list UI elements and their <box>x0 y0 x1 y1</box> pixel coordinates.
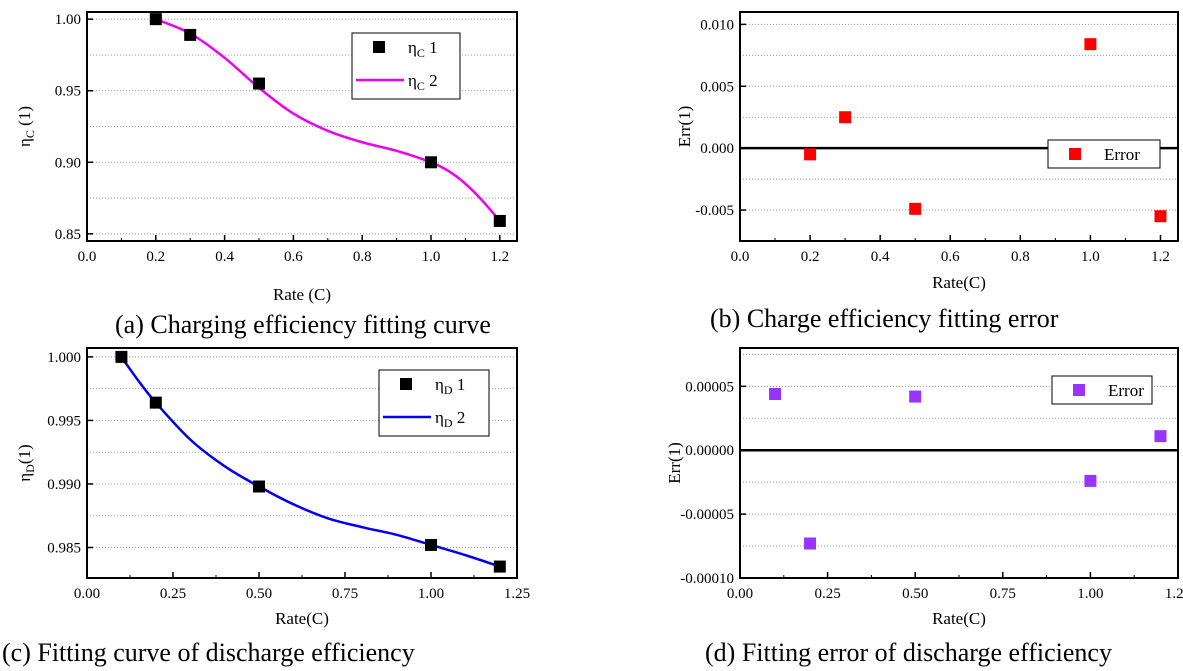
data-point <box>839 111 852 124</box>
data-point <box>184 28 197 41</box>
y-tick-label: 1.000 <box>47 350 81 366</box>
x-tick-label: 0.4 <box>215 249 234 265</box>
y-tick-label: 0.990 <box>47 477 81 493</box>
x-axis-label: Rate(C) <box>932 609 986 628</box>
legend-label: ηC 2 <box>408 71 438 93</box>
data-point <box>909 202 922 215</box>
fit-curve <box>155 17 501 222</box>
data-point <box>425 156 437 169</box>
x-tick-label: 0.75 <box>990 586 1016 602</box>
legend-box <box>351 32 461 100</box>
legend-box <box>1047 139 1161 169</box>
legend-marker <box>1069 148 1081 160</box>
x-axis-label: Rate (C) <box>273 285 331 304</box>
y-tick-label: 0.985 <box>47 541 81 557</box>
data-point <box>493 214 506 227</box>
x-tick-label: 0.6 <box>941 249 960 265</box>
y-tick-label: 0.000 <box>700 141 734 157</box>
y-tick-label: 0.995 <box>47 413 81 429</box>
x-tick-label: 1.00 <box>1077 586 1103 602</box>
data-point <box>493 560 506 573</box>
x-tick-label: 1.0 <box>1081 249 1100 265</box>
legend-marker <box>1073 384 1085 396</box>
y-tick-label: 0.00005 <box>685 379 734 395</box>
y-axis-label: Err(1) <box>665 442 684 484</box>
data-point <box>149 13 162 26</box>
y-tick-label: 0.90 <box>55 155 81 171</box>
x-tick-label: 0.25 <box>160 586 186 602</box>
y-tick-label: -0.00005 <box>680 507 734 523</box>
caption-b: (b) Charge efficiency fitting error <box>710 304 1059 333</box>
y-axis-label: Err(1) <box>675 106 694 148</box>
x-tick-label: 0.6 <box>284 249 303 265</box>
x-axis-label: Rate(C) <box>275 609 329 628</box>
data-point <box>149 396 162 409</box>
x-tick-label: 0.2 <box>146 249 165 265</box>
data-point <box>804 148 817 161</box>
x-tick-label: 0.0 <box>731 249 750 265</box>
y-tick-label: -0.005 <box>695 203 734 219</box>
y-tick-label: 0.95 <box>55 84 81 100</box>
plot-frame <box>739 11 1179 242</box>
legend-marker <box>373 41 385 53</box>
caption-d: (d) Fitting error of discharge efficienc… <box>705 638 1112 667</box>
x-axis-label: Rate(C) <box>932 273 986 292</box>
y-tick-label: 0.00000 <box>685 443 734 459</box>
data-point <box>1154 430 1167 443</box>
x-tick-label: 0.00 <box>74 586 100 602</box>
x-tick-label: 1.25 <box>504 586 530 602</box>
data-point <box>253 480 265 493</box>
legend-box <box>1051 375 1153 405</box>
data-point <box>425 538 437 551</box>
x-tick-label: 1.0 <box>422 249 441 265</box>
legend-box <box>378 369 490 437</box>
x-tick-label: 0.2 <box>801 249 820 265</box>
x-tick-label: 0.8 <box>353 249 372 265</box>
y-axis-label: ηD(1) <box>15 444 37 481</box>
y-tick-label: 0.010 <box>700 17 734 33</box>
data-point <box>804 537 817 550</box>
y-tick-label: 0.85 <box>55 227 81 243</box>
x-tick-label: 0.50 <box>902 586 928 602</box>
data-point <box>1084 38 1097 51</box>
legend-label: ηD 1 <box>435 375 465 397</box>
plot-frame <box>86 11 518 242</box>
y-tick-label: 0.005 <box>700 79 734 95</box>
data-point <box>769 388 782 400</box>
x-tick-label: 0.50 <box>246 586 272 602</box>
x-tick-label: 0.4 <box>871 249 890 265</box>
x-tick-label: 1.2 <box>1151 249 1170 265</box>
legend-label: ηD 2 <box>435 408 465 430</box>
y-axis-label: ηC (1) <box>15 106 37 147</box>
data-point <box>1154 210 1167 223</box>
data-point <box>1084 474 1097 487</box>
x-tick-label: 0.8 <box>1011 249 1030 265</box>
legend-label: Error <box>1108 381 1144 400</box>
x-tick-label: 1.25 <box>1165 586 1183 602</box>
y-tick-label: 1.00 <box>55 12 81 28</box>
y-tick-label: -0.00010 <box>680 571 734 587</box>
data-point <box>909 390 922 403</box>
x-tick-label: 1.00 <box>418 586 444 602</box>
x-tick-label: 1.2 <box>490 249 509 265</box>
caption-a: (a) Charging efficiency fitting curve <box>115 310 491 339</box>
x-tick-label: 0.00 <box>727 586 753 602</box>
data-point <box>115 350 128 363</box>
x-tick-label: 0.25 <box>814 586 840 602</box>
x-tick-label: 0.75 <box>332 586 358 602</box>
legend-marker <box>400 378 412 390</box>
x-tick-label: 0.0 <box>78 249 97 265</box>
data-point <box>253 77 265 90</box>
legend-label: Error <box>1104 145 1140 164</box>
caption-c: (c) Fitting curve of discharge efficienc… <box>2 638 415 667</box>
legend-label: ηC 1 <box>408 38 438 60</box>
